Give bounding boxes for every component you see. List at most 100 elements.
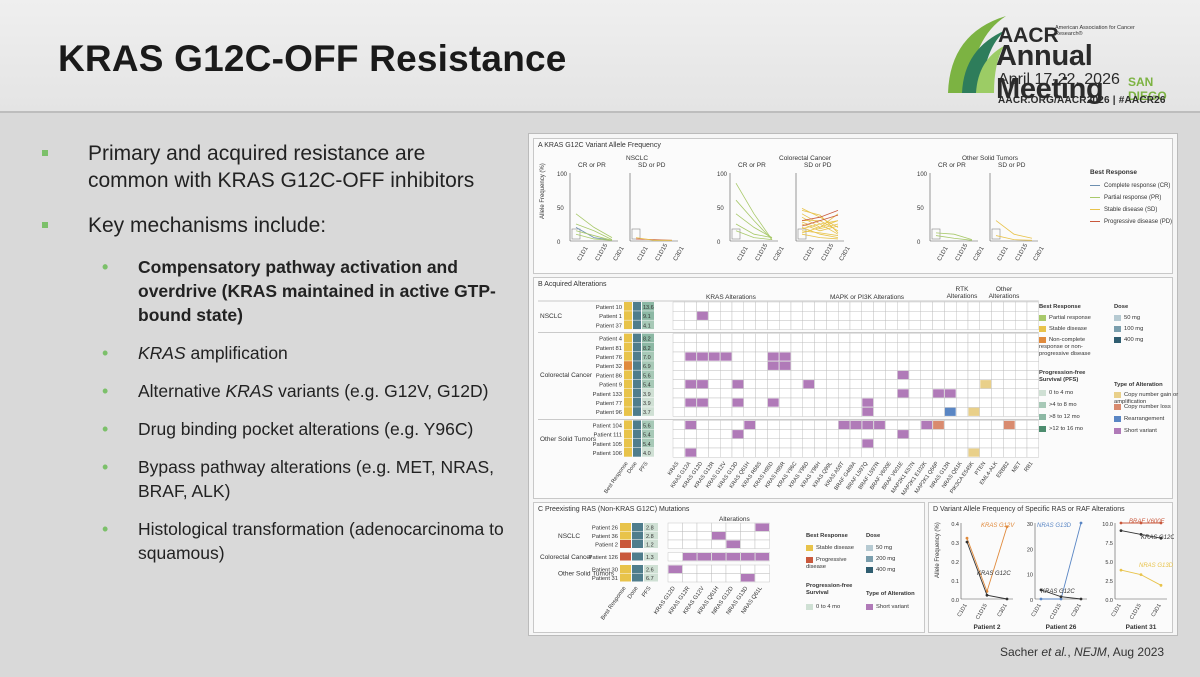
legend-item: Stable disease bbox=[806, 545, 866, 552]
grid-cell bbox=[838, 333, 851, 343]
best-response-cell bbox=[624, 379, 632, 389]
grid-cell bbox=[885, 342, 898, 353]
pfs-value: 3.7 bbox=[643, 410, 651, 416]
grid-cell bbox=[1026, 333, 1040, 343]
dose-cell bbox=[632, 531, 643, 540]
alteration-cell bbox=[697, 352, 708, 361]
grid-cell bbox=[1015, 438, 1028, 449]
grid-cell bbox=[967, 342, 981, 353]
grid-cell bbox=[672, 311, 686, 321]
grid-cell bbox=[755, 420, 768, 430]
legend-label: Progressive disease (PD) bbox=[1104, 219, 1173, 225]
grid-cell bbox=[849, 447, 863, 458]
legend-swatch bbox=[1039, 337, 1046, 343]
aacr-logo: AACR American Association for Cancer Res… bbox=[940, 8, 1190, 108]
grid-cell bbox=[991, 311, 1004, 321]
legend-swatch bbox=[866, 604, 873, 610]
grid-cell bbox=[956, 360, 969, 371]
x-tick: C3D1 bbox=[1151, 603, 1163, 618]
legend-label: Partial response bbox=[1049, 315, 1091, 321]
sub-bullet-item: • KRAS amplification bbox=[40, 341, 510, 365]
grid-cell bbox=[885, 420, 898, 430]
grid-cell bbox=[725, 573, 741, 583]
series-point bbox=[1005, 597, 1009, 601]
x-tick: C1D1 bbox=[957, 603, 969, 618]
grid-cell bbox=[897, 438, 910, 449]
patient-label: Patient 4 bbox=[599, 337, 623, 343]
grid-cell bbox=[743, 351, 756, 362]
grid-cell bbox=[672, 429, 686, 440]
patient-label: Patient 26 bbox=[592, 526, 618, 532]
grid-cell bbox=[778, 333, 792, 343]
pfs-cell bbox=[642, 398, 654, 407]
grid-cell bbox=[731, 370, 745, 380]
grid-cell bbox=[861, 333, 874, 343]
y-tick: 0.4 bbox=[951, 522, 959, 528]
column-label: RB1 bbox=[1023, 461, 1034, 473]
legend-title: Progression-free Survival bbox=[806, 583, 853, 596]
grid-cell bbox=[790, 351, 804, 362]
sub-bullet-text: KRAS amplification bbox=[138, 343, 288, 363]
x-tick: C3D1 bbox=[997, 603, 1009, 618]
legend-item: Non-complete response or non-progressive… bbox=[1039, 337, 1109, 358]
grid-cell bbox=[897, 301, 910, 312]
series-line bbox=[635, 237, 672, 241]
alteration-cell bbox=[862, 398, 874, 407]
dose-cell bbox=[633, 311, 641, 320]
x-tick: C1D1 bbox=[1031, 603, 1043, 618]
row-group-label: Colorectal Cancer bbox=[540, 372, 593, 379]
grid-cell bbox=[725, 531, 741, 541]
series-label: KRAS G12C bbox=[1041, 589, 1075, 595]
best-response-cell bbox=[624, 429, 632, 439]
series-line bbox=[801, 227, 839, 238]
grid-cell bbox=[1026, 388, 1040, 399]
y-tick: 30 bbox=[1027, 522, 1033, 528]
row-group-label: Colorectal Cancer bbox=[540, 554, 593, 561]
grid-cell bbox=[873, 429, 886, 440]
grid-cell bbox=[814, 342, 827, 353]
series-line bbox=[995, 235, 1033, 241]
grid-cell bbox=[778, 320, 792, 330]
alteration-cell bbox=[685, 380, 697, 389]
grid-cell bbox=[814, 333, 827, 343]
y-axis-label: Allele Frequency (%) bbox=[540, 163, 546, 219]
best-response-cell bbox=[620, 523, 631, 531]
grid-cell bbox=[861, 320, 874, 330]
pfs-value: 5.6 bbox=[643, 423, 651, 429]
grid-cell bbox=[932, 311, 945, 321]
pfs-cell bbox=[642, 420, 654, 430]
row-group-label: NSCLC bbox=[558, 533, 580, 540]
subgroup-label: CR or PR bbox=[578, 162, 606, 169]
grid-cell bbox=[1003, 360, 1016, 371]
column-label: Best Response bbox=[600, 586, 627, 622]
series-point bbox=[1119, 529, 1123, 532]
grid-cell bbox=[897, 311, 910, 321]
grid-cell bbox=[672, 360, 686, 371]
grid-cell bbox=[667, 539, 683, 549]
sub-bullet-marker-icon: • bbox=[102, 381, 109, 401]
grid-cell bbox=[743, 311, 756, 321]
pfs-cell bbox=[644, 523, 658, 531]
grid-cell bbox=[802, 311, 815, 321]
grid-cell bbox=[755, 370, 768, 380]
legend-item: Progressive disease bbox=[806, 557, 866, 571]
grid-cell bbox=[1015, 397, 1028, 408]
sub-bullet-text: Drug binding pocket alterations (e.g. Y9… bbox=[138, 419, 474, 439]
best-response-cell bbox=[620, 531, 631, 540]
grid-cell bbox=[991, 388, 1004, 399]
grid-cell bbox=[719, 342, 733, 353]
grid-cell bbox=[696, 573, 712, 583]
best-response-cell bbox=[620, 540, 631, 548]
dose-cell bbox=[633, 352, 641, 361]
legend-title: Dose bbox=[866, 533, 881, 539]
grid-cell bbox=[897, 320, 910, 330]
grid-cell bbox=[708, 311, 721, 321]
series-label: NRAS G13D bbox=[1037, 523, 1072, 529]
grid-cell bbox=[920, 438, 933, 449]
grid-cell bbox=[908, 342, 922, 353]
pfs-cell bbox=[642, 342, 654, 352]
row-group-label: Other Solid Tumors bbox=[558, 571, 615, 578]
grid-cell bbox=[908, 351, 922, 362]
legend-item: >12 to 16 mo bbox=[1039, 426, 1109, 433]
grid-cell bbox=[908, 447, 922, 458]
